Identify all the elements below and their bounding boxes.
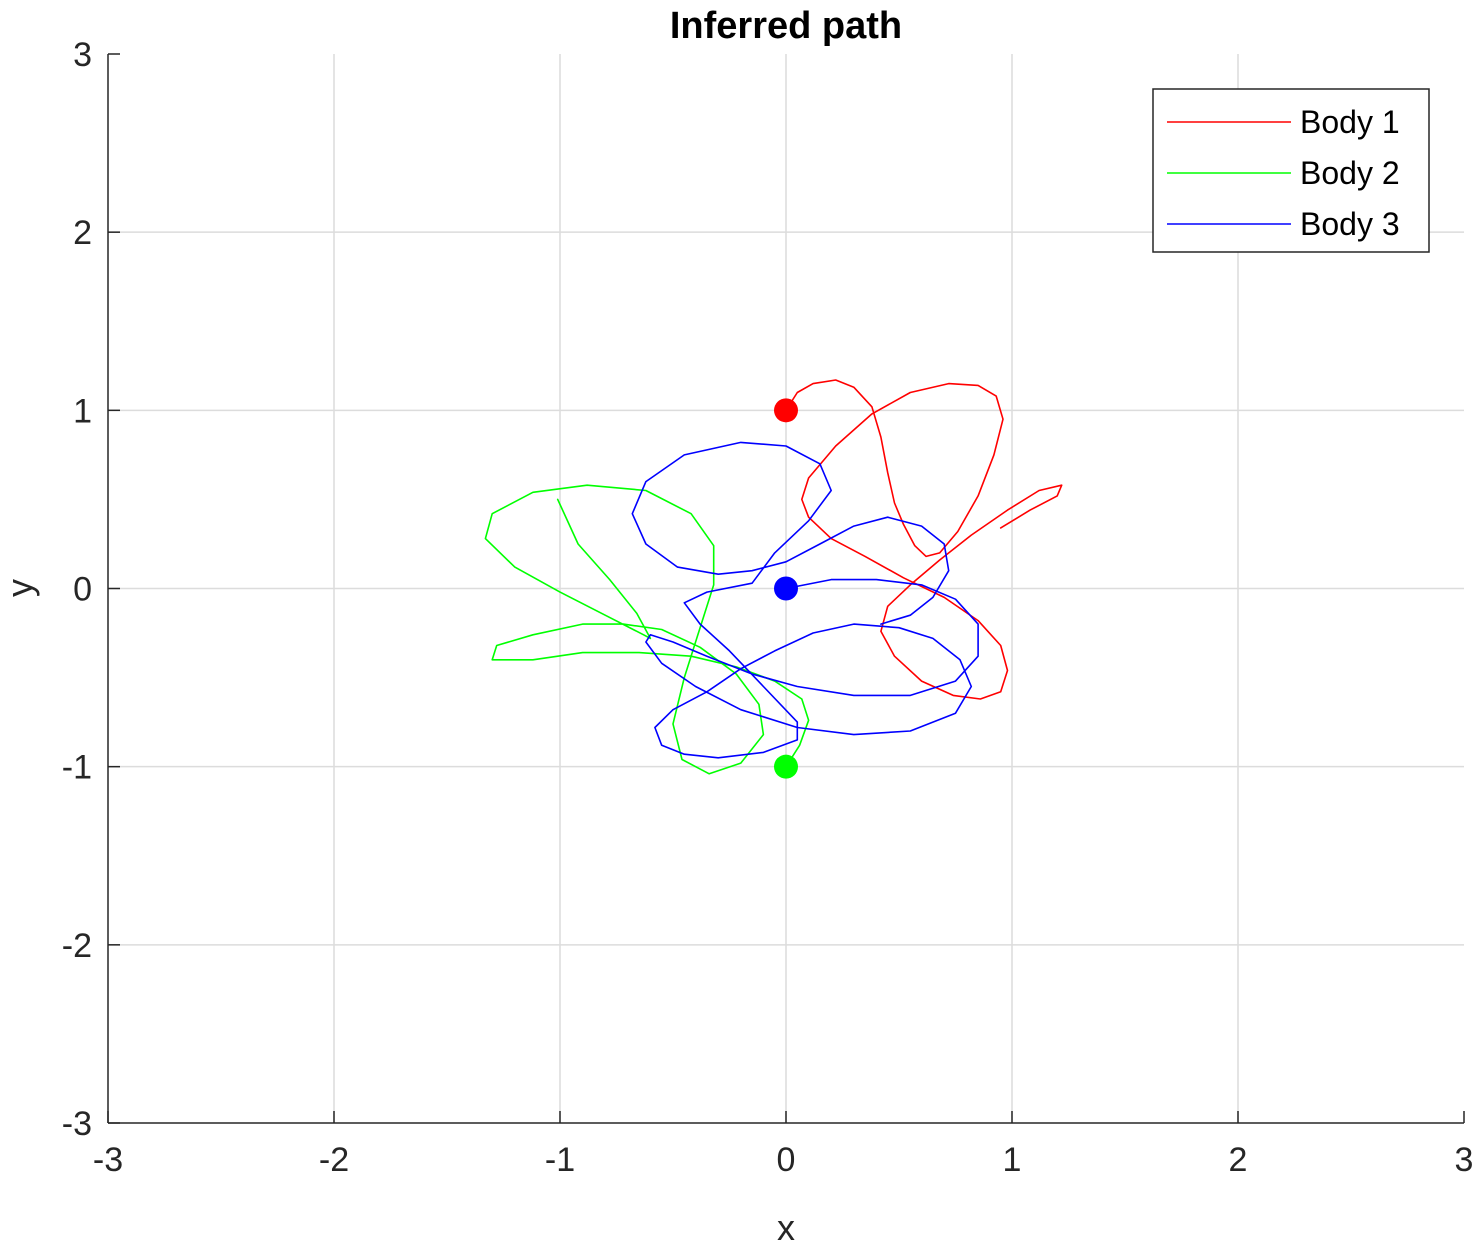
y-tick-label: -2 bbox=[62, 927, 92, 965]
start-marker-body-3 bbox=[774, 576, 798, 601]
y-tick-label: 2 bbox=[73, 214, 92, 252]
series-layer bbox=[484, 379, 1063, 775]
y-tick-label: 0 bbox=[73, 571, 92, 609]
x-tick-label: -1 bbox=[545, 1141, 575, 1179]
start-marker-body-2 bbox=[774, 754, 798, 779]
y-tick-label: -3 bbox=[62, 1105, 92, 1143]
legend: Body 1 Body 2 Body 3 bbox=[1152, 88, 1430, 253]
y-axis-label: y bbox=[0, 579, 40, 597]
legend-label-body-1: Body 1 bbox=[1300, 104, 1400, 140]
legend-box bbox=[1152, 88, 1430, 253]
series-line-body-2 bbox=[484, 484, 810, 775]
x-tick-label: 3 bbox=[1455, 1141, 1474, 1179]
y-tick-label: 3 bbox=[73, 36, 92, 74]
x-tick-label: -2 bbox=[319, 1141, 349, 1179]
x-tick-label: 2 bbox=[1229, 1141, 1248, 1179]
x-tick-label: -3 bbox=[93, 1141, 123, 1179]
series-line-body-3 bbox=[631, 441, 979, 759]
series-line-body-1 bbox=[785, 379, 1063, 700]
chart-title: Inferred path bbox=[670, 5, 902, 47]
ticks-layer: -3 -2 -1 0 1 2 3 -3 -2 -1 0 1 2 3 bbox=[62, 36, 1474, 1179]
markers-layer bbox=[774, 398, 798, 779]
start-marker-body-1 bbox=[774, 398, 798, 423]
x-tick-label: 0 bbox=[777, 1141, 796, 1179]
y-tick-label: -1 bbox=[62, 749, 92, 787]
x-axis-label: x bbox=[777, 1207, 795, 1248]
x-tick-label: 1 bbox=[1003, 1141, 1022, 1179]
y-tick-label: 1 bbox=[73, 392, 92, 430]
legend-label-body-3: Body 3 bbox=[1300, 206, 1400, 242]
legend-label-body-2: Body 2 bbox=[1300, 155, 1400, 191]
